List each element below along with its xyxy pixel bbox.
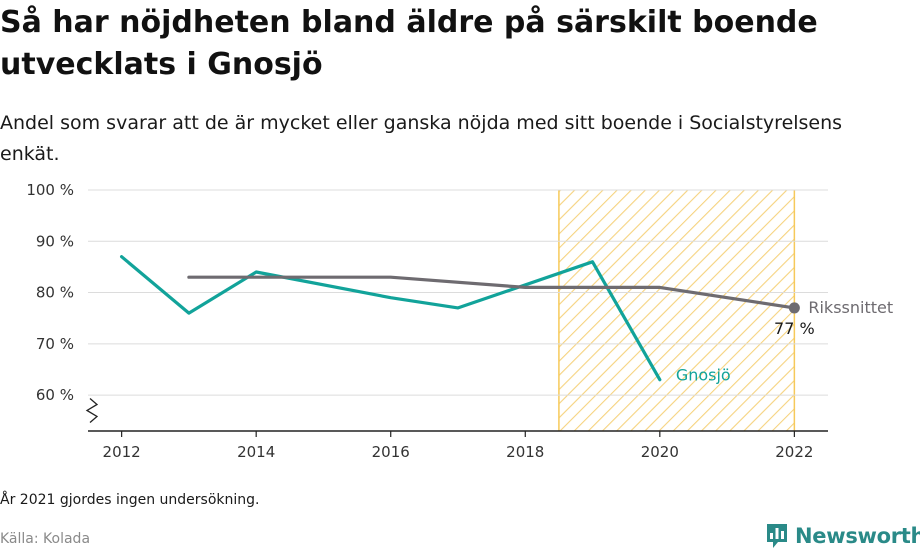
x-tick-label: 2014 (237, 443, 275, 461)
x-tick-label: 2020 (641, 443, 679, 461)
y-tick-label: 60 % (36, 386, 74, 404)
line-chart: 60 % 70 % 80 % 90 % 100 % 2012 2014 2016 2018 20… (26, 181, 893, 461)
y-tick-label: 70 % (36, 335, 74, 353)
chart-subtitle: Andel som svarar att de är mycket eller … (0, 112, 843, 165)
y-tick-label: 100 % (26, 181, 74, 199)
y-tick-label: 80 % (36, 284, 74, 302)
chat-bar-chart-icon (767, 524, 787, 548)
x-tick-label: 2022 (775, 443, 813, 461)
chart-title: Så har nöjdheten bland äldre på särskilt… (0, 5, 818, 82)
series-label-rikssnittet: Rikssnittet (808, 298, 893, 317)
source-label: Källa: Kolada (0, 531, 91, 547)
axis-break-icon (85, 397, 99, 423)
hatched-region (558, 190, 795, 431)
series-line-rikssnittet (187, 275, 797, 310)
series-end-marker (788, 302, 800, 314)
y-tick-label: 90 % (36, 232, 74, 250)
end-value-label: 77 % (774, 319, 815, 338)
x-tick-label: 2018 (506, 443, 544, 461)
series-line-gnosj- (119, 255, 662, 382)
brand-logo: Newsworthy (765, 521, 920, 551)
x-tick-label: 2012 (103, 443, 141, 461)
brand-name: Newsworthy (795, 524, 920, 548)
series-label-gnosjo: Gnosjö (676, 366, 731, 385)
footnote: År 2021 gjordes ingen undersökning. (0, 492, 260, 508)
x-tick-label: 2016 (372, 443, 410, 461)
